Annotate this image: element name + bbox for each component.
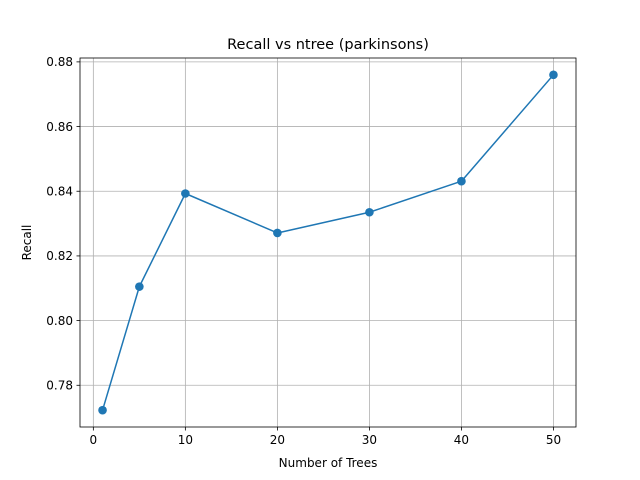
x-tick-label: 40 bbox=[454, 433, 469, 447]
x-tick-label: 10 bbox=[178, 433, 193, 447]
y-tick-label: 0.80 bbox=[46, 314, 73, 328]
y-axis-ticks: 0.78 0.80 0.82 0.84 0.86 0.88 bbox=[46, 55, 80, 393]
data-point bbox=[365, 207, 374, 217]
data-point bbox=[181, 189, 190, 198]
data-point bbox=[273, 228, 282, 238]
x-axis-label: Number of Trees bbox=[279, 456, 378, 470]
grid bbox=[80, 58, 576, 427]
x-tick-label: 20 bbox=[270, 433, 285, 447]
plot-area-frame bbox=[79, 57, 577, 428]
data-point bbox=[457, 176, 466, 186]
x-tick-label: 50 bbox=[546, 433, 561, 447]
x-axis-ticks: 0 10 20 30 40 50 bbox=[90, 427, 561, 447]
data-point bbox=[549, 70, 558, 80]
chart-title: Recall vs ntree (parkinsons) bbox=[227, 37, 429, 53]
y-tick-label: 0.78 bbox=[46, 379, 73, 393]
y-tick-label: 0.86 bbox=[46, 120, 73, 134]
data-point bbox=[135, 282, 144, 291]
y-tick-label: 0.84 bbox=[46, 185, 73, 199]
series bbox=[98, 70, 558, 415]
y-tick-label: 0.88 bbox=[46, 55, 73, 69]
x-tick-label: 0 bbox=[90, 433, 98, 447]
data-point bbox=[98, 405, 107, 415]
x-tick-label: 30 bbox=[362, 433, 377, 447]
y-axis-label: Recall bbox=[20, 225, 34, 261]
y-tick-label: 0.82 bbox=[46, 249, 73, 263]
